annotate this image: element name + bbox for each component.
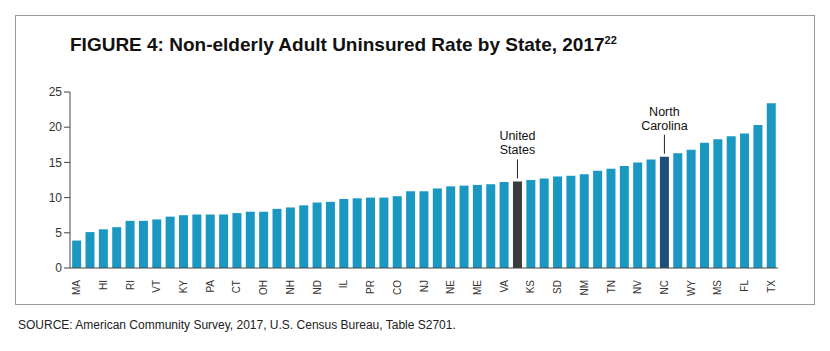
svg-text:NH: NH: [285, 280, 296, 294]
svg-text:VA: VA: [499, 280, 510, 293]
svg-text:MA: MA: [71, 280, 82, 295]
svg-text:15: 15: [49, 156, 63, 170]
svg-text:PA: PA: [205, 280, 216, 293]
svg-text:WY: WY: [686, 280, 697, 296]
svg-text:NJ: NJ: [419, 280, 430, 292]
svg-text:PR: PR: [365, 280, 376, 294]
svg-text:25: 25: [49, 85, 63, 99]
svg-text:CT: CT: [231, 280, 242, 293]
svg-text:UnitedStates: UnitedStates: [499, 129, 535, 157]
svg-text:10: 10: [49, 191, 63, 205]
svg-text:HI: HI: [98, 280, 109, 290]
svg-text:TN: TN: [606, 280, 617, 293]
svg-text:NC: NC: [659, 280, 670, 294]
svg-text:NM: NM: [579, 280, 590, 296]
svg-text:KS: KS: [525, 280, 536, 294]
svg-text:IL: IL: [338, 280, 349, 289]
svg-text:MS: MS: [712, 280, 723, 295]
svg-text:TX: TX: [766, 280, 777, 293]
svg-text:ND: ND: [312, 280, 323, 294]
svg-text:0: 0: [55, 261, 62, 275]
svg-text:20: 20: [49, 120, 63, 134]
html-text:SOURCE: American Community Sur: SOURCE: American Community Survey, 2017,…: [18, 318, 456, 332]
svg-text:NorthCarolina: NorthCarolina: [641, 105, 688, 133]
svg-text:SD: SD: [552, 280, 563, 294]
svg-text:ME: ME: [472, 280, 483, 295]
svg-text:OH: OH: [258, 280, 269, 295]
html-text:FIGURE 4: Non-elderly Adult Un: FIGURE 4: Non-elderly Adult Uninsured Ra…: [70, 34, 605, 56]
svg-text:NE: NE: [445, 280, 456, 294]
svg-text:KY: KY: [178, 280, 189, 294]
svg-text:5: 5: [55, 226, 62, 240]
svg-text:NV: NV: [632, 280, 643, 294]
svg-text:FL: FL: [739, 280, 750, 292]
svg-text:RI: RI: [125, 280, 136, 290]
svg-text:CO: CO: [392, 280, 403, 295]
html-text:22: 22: [604, 34, 617, 46]
svg-text:VT: VT: [151, 280, 162, 293]
